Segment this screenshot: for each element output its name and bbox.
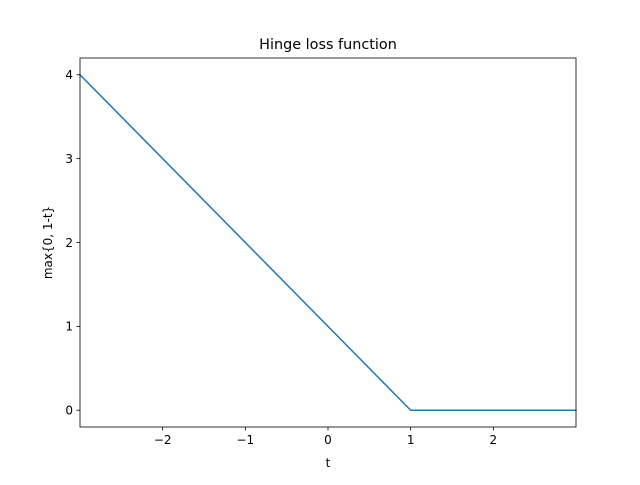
y-tick-label: 2 bbox=[65, 236, 73, 250]
tick-layer: −2 −1 0 1 2 0 1 2 3 4 bbox=[65, 68, 497, 447]
y-tick-label: 1 bbox=[65, 320, 73, 334]
y-tick-label: 3 bbox=[65, 152, 73, 166]
series-line-0 bbox=[78, 73, 577, 411]
x-tick-label: 1 bbox=[407, 433, 415, 447]
x-tick-label: 0 bbox=[324, 433, 332, 447]
x-axis-label: t bbox=[326, 456, 331, 470]
plot-area bbox=[78, 73, 577, 411]
x-tick-label: 2 bbox=[490, 433, 498, 447]
y-tick-label: 0 bbox=[65, 404, 73, 418]
y-axis-label: max{0, 1-t} bbox=[41, 206, 55, 279]
x-tick-label: −1 bbox=[236, 433, 254, 447]
x-tick-label: −2 bbox=[154, 433, 172, 447]
chart-title: Hinge loss function bbox=[259, 37, 397, 53]
y-tick-label: 4 bbox=[65, 68, 73, 82]
